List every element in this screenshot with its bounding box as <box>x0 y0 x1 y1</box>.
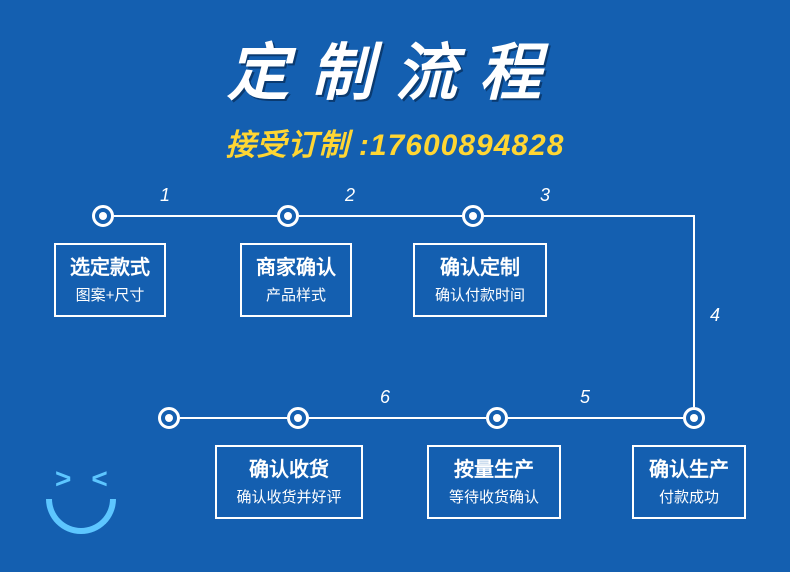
edge-number: 3 <box>540 185 550 206</box>
edge-number: 4 <box>710 305 720 326</box>
subtitle-label: 接受订制 <box>226 129 350 162</box>
flow-edge <box>508 417 683 419</box>
step-title: 确认生产 <box>640 457 738 483</box>
flow-node <box>92 205 114 227</box>
step-title: 商家确认 <box>248 255 344 281</box>
step-subtitle: 产品样式 <box>248 287 344 305</box>
flow-node <box>287 407 309 429</box>
edge-number: 6 <box>380 387 390 408</box>
step-box: 确认生产付款成功 <box>632 445 746 519</box>
flow-node <box>683 407 705 429</box>
process-flow: 123456选定款式图案+尺寸商家确认产品样式确认定制确认付款时间确认生产付款成… <box>0 175 790 555</box>
step-subtitle: 等待收货确认 <box>435 489 553 507</box>
subtitle-phone: :17600894828 <box>359 129 565 162</box>
flow-edge <box>693 215 695 407</box>
step-title: 选定款式 <box>62 255 158 281</box>
step-box: 按量生产等待收货确认 <box>427 445 561 519</box>
subtitle: 接受订制 :17600894828 <box>0 120 790 164</box>
step-subtitle: 图案+尺寸 <box>62 287 158 305</box>
flow-node <box>158 407 180 429</box>
flow-edge <box>484 215 694 217</box>
step-box: 商家确认产品样式 <box>240 243 352 317</box>
step-title: 按量生产 <box>435 457 553 483</box>
edge-number: 1 <box>160 185 170 206</box>
flow-node <box>462 205 484 227</box>
flow-edge <box>309 417 486 419</box>
step-box: 选定款式图案+尺寸 <box>54 243 166 317</box>
step-title: 确认收货 <box>223 457 355 483</box>
flow-edge <box>180 417 287 419</box>
step-subtitle: 付款成功 <box>640 489 738 507</box>
flow-node <box>277 205 299 227</box>
edge-number: 5 <box>580 387 590 408</box>
step-box: 确认收货确认收货并好评 <box>215 445 363 519</box>
page-title: 定制流程 <box>0 0 790 112</box>
flow-edge <box>114 215 277 217</box>
edge-number: 2 <box>345 185 355 206</box>
flow-node <box>486 407 508 429</box>
smile-icon: >< <box>45 463 118 534</box>
flow-edge <box>299 215 462 217</box>
step-subtitle: 确认收货并好评 <box>223 489 355 507</box>
step-subtitle: 确认付款时间 <box>421 287 539 305</box>
step-box: 确认定制确认付款时间 <box>413 243 547 317</box>
step-title: 确认定制 <box>421 255 539 281</box>
